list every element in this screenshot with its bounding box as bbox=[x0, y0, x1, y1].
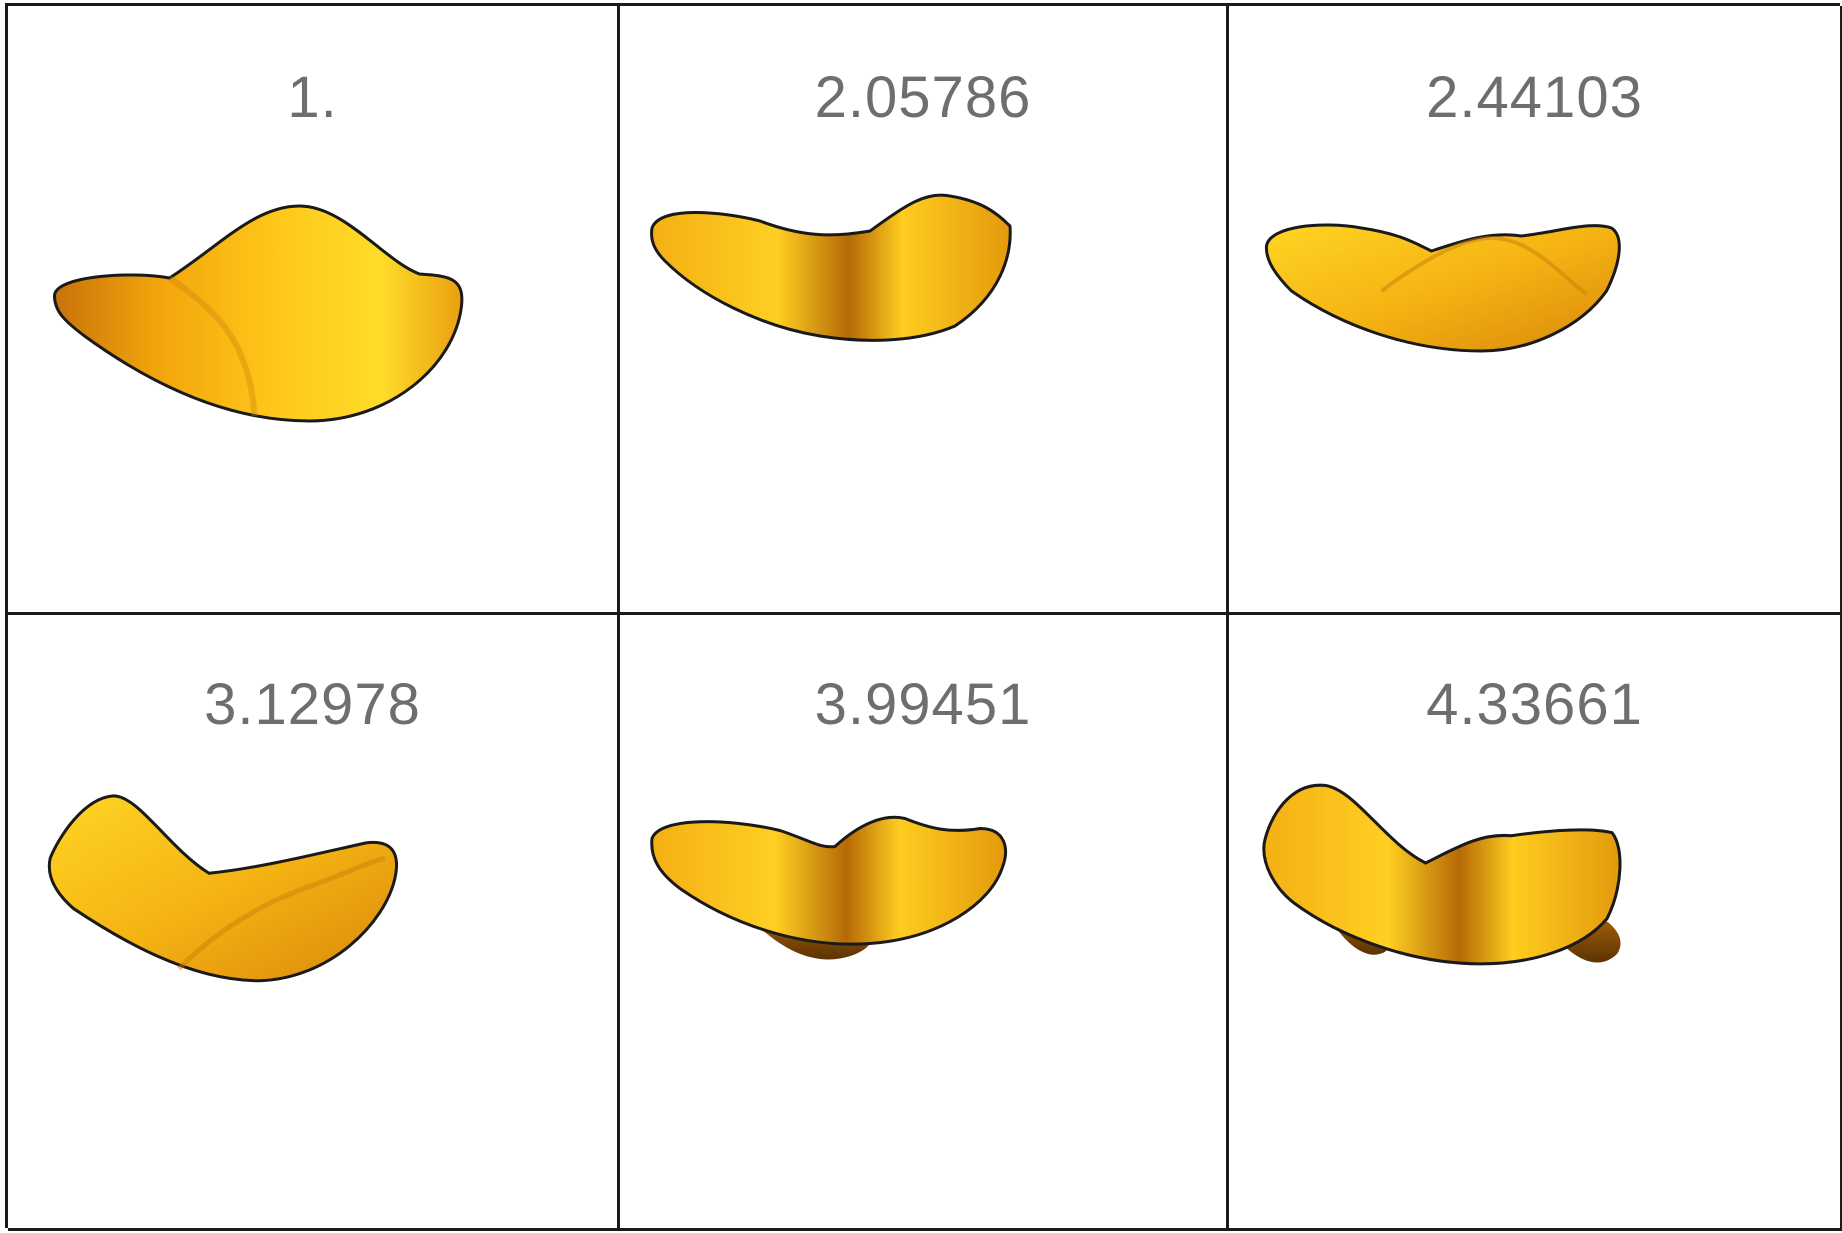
surface-shape bbox=[47, 794, 398, 983]
panel-label: 3.12978 bbox=[204, 672, 421, 737]
panel-3: 2.44103 bbox=[1229, 6, 1842, 615]
surface-shape bbox=[650, 815, 1007, 960]
panel-1: 1. bbox=[8, 6, 620, 615]
surface-shape bbox=[650, 193, 1012, 342]
panel-label: 2.44103 bbox=[1426, 65, 1643, 130]
panel-2: 2.05786 bbox=[620, 6, 1229, 615]
panel-label: 2.05786 bbox=[814, 65, 1032, 130]
surface-shape bbox=[52, 204, 464, 423]
panel-5: 3.99451 bbox=[620, 615, 1229, 1231]
surface-grid: 1. 2.05786 2.44103 3.12978 3.99451 bbox=[5, 3, 1842, 1231]
panel-label: 3.99451 bbox=[814, 672, 1032, 737]
panel-label: 4.33661 bbox=[1426, 672, 1643, 737]
surface-shape bbox=[1262, 783, 1622, 966]
panel-label: 1. bbox=[287, 65, 338, 130]
panel-4: 3.12978 bbox=[8, 615, 620, 1231]
surface-shape bbox=[1264, 223, 1621, 353]
panel-6: 4.33661 bbox=[1229, 615, 1842, 1231]
